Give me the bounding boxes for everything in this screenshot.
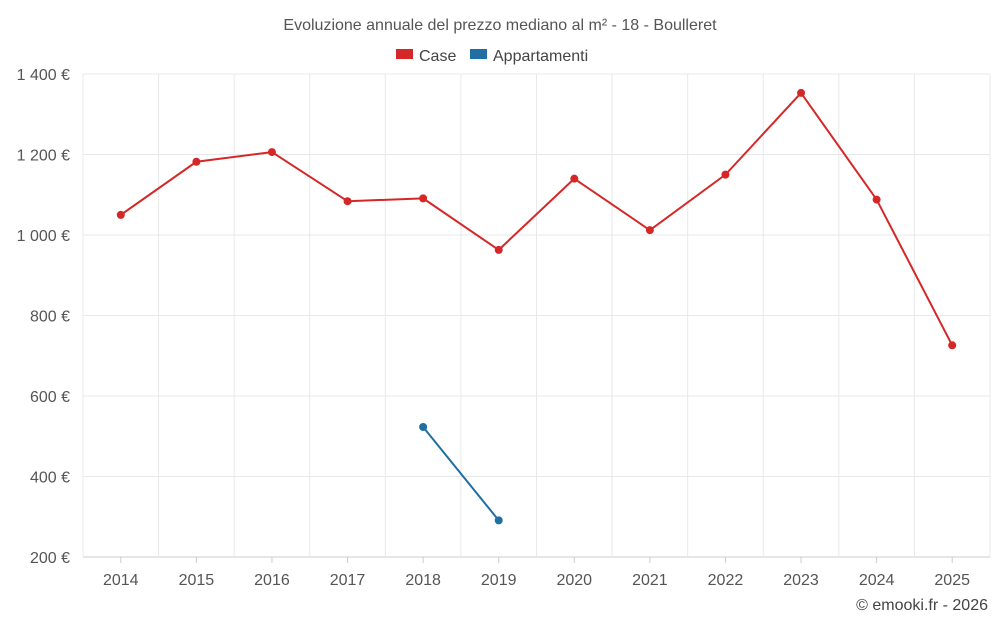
x-tick-label: 2021 bbox=[632, 572, 668, 589]
x-axis: 2014 2015 2016 2017 2018 2019 2020 2021 2022 2023… bbox=[103, 557, 970, 589]
legend-swatch bbox=[470, 49, 487, 59]
y-axis: 200 € 400 € 600 € 800 € 1 000 € 1 200 € 1 400 … bbox=[17, 67, 70, 567]
data-point[interactable] bbox=[267, 148, 276, 157]
data-point[interactable] bbox=[570, 174, 579, 183]
series-line bbox=[120, 91, 954, 346]
credit: © emooki.fr - 2026 bbox=[856, 597, 988, 614]
data-point[interactable] bbox=[116, 210, 125, 219]
legend-item-appartamenti[interactable]: Appartamenti bbox=[470, 48, 588, 65]
legend: Case Appartamenti bbox=[396, 48, 588, 65]
x-tick-label: 2020 bbox=[556, 572, 592, 589]
series-line bbox=[422, 426, 500, 522]
x-tick-label: 2022 bbox=[708, 572, 744, 589]
y-tick-label: 600 € bbox=[30, 389, 70, 406]
x-tick-label: 2023 bbox=[783, 572, 819, 589]
data-point[interactable] bbox=[494, 516, 503, 525]
series-case bbox=[116, 88, 957, 350]
data-point[interactable] bbox=[645, 226, 654, 235]
y-tick-label: 1 400 € bbox=[17, 67, 70, 84]
x-tick-label: 2014 bbox=[103, 572, 139, 589]
x-tick-label: 2017 bbox=[330, 572, 366, 589]
y-tick-label: 1 200 € bbox=[17, 148, 70, 165]
x-tick-label: 2015 bbox=[179, 572, 215, 589]
y-tick-label: 1 000 € bbox=[17, 228, 70, 245]
legend-label: Case bbox=[419, 48, 456, 65]
y-tick-label: 200 € bbox=[30, 550, 70, 567]
data-point[interactable] bbox=[343, 197, 352, 206]
x-tick-label: 2019 bbox=[481, 572, 517, 589]
grid bbox=[82, 73, 991, 558]
legend-swatch bbox=[396, 49, 413, 59]
y-tick-label: 800 € bbox=[30, 309, 70, 326]
data-point[interactable] bbox=[721, 170, 730, 179]
series-group bbox=[116, 88, 957, 525]
x-tick-label: 2024 bbox=[859, 572, 895, 589]
chart-title: Evoluzione annuale del prezzo mediano al… bbox=[283, 17, 717, 34]
data-point[interactable] bbox=[948, 341, 957, 350]
x-tick-label: 2018 bbox=[405, 572, 441, 589]
x-tick-label: 2016 bbox=[254, 572, 290, 589]
x-tick-label: 2025 bbox=[934, 572, 970, 589]
data-point[interactable] bbox=[419, 194, 428, 203]
data-point[interactable] bbox=[419, 422, 428, 431]
legend-label: Appartamenti bbox=[493, 48, 588, 65]
legend-item-case[interactable]: Case bbox=[396, 48, 456, 65]
data-point[interactable] bbox=[872, 195, 881, 204]
data-point[interactable] bbox=[797, 88, 806, 97]
y-tick-label: 400 € bbox=[30, 470, 70, 487]
data-point[interactable] bbox=[494, 245, 503, 254]
series-appartamenti bbox=[419, 422, 503, 525]
data-point[interactable] bbox=[192, 157, 201, 166]
